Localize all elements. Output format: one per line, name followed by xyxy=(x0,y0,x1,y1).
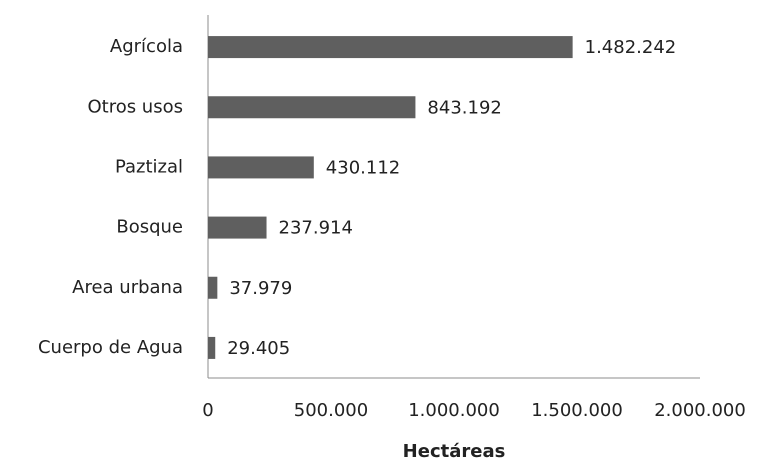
y-tick-label: Cuerpo de Agua xyxy=(38,337,183,358)
x-axis-title: Hectáreas xyxy=(403,441,506,462)
y-tick-label: Paztizal xyxy=(115,156,183,177)
y-tick-label: Agrícola xyxy=(110,36,183,57)
data-label: 843.192 xyxy=(427,97,501,118)
bar xyxy=(208,96,416,119)
y-tick-label: Otros usos xyxy=(87,96,183,117)
bar xyxy=(208,336,216,359)
y-tick-label: Area urbana xyxy=(72,277,183,298)
y-tick-label: Bosque xyxy=(116,217,183,238)
x-tick-label: 0 xyxy=(202,400,213,421)
x-tick-label: 1.500.000 xyxy=(531,400,623,421)
bar xyxy=(208,36,573,59)
data-label: 29.405 xyxy=(227,338,290,359)
data-label: 37.979 xyxy=(229,278,292,299)
bar xyxy=(208,276,218,299)
x-tick-label: 2.000.000 xyxy=(654,400,746,421)
bar xyxy=(208,216,267,239)
x-tick-label: 500.000 xyxy=(294,400,368,421)
data-label: 1.482.242 xyxy=(585,37,677,58)
data-label: 237.914 xyxy=(279,218,353,239)
data-label: 430.112 xyxy=(326,157,400,178)
bar xyxy=(208,156,314,179)
x-tick-label: 1.000.000 xyxy=(408,400,500,421)
